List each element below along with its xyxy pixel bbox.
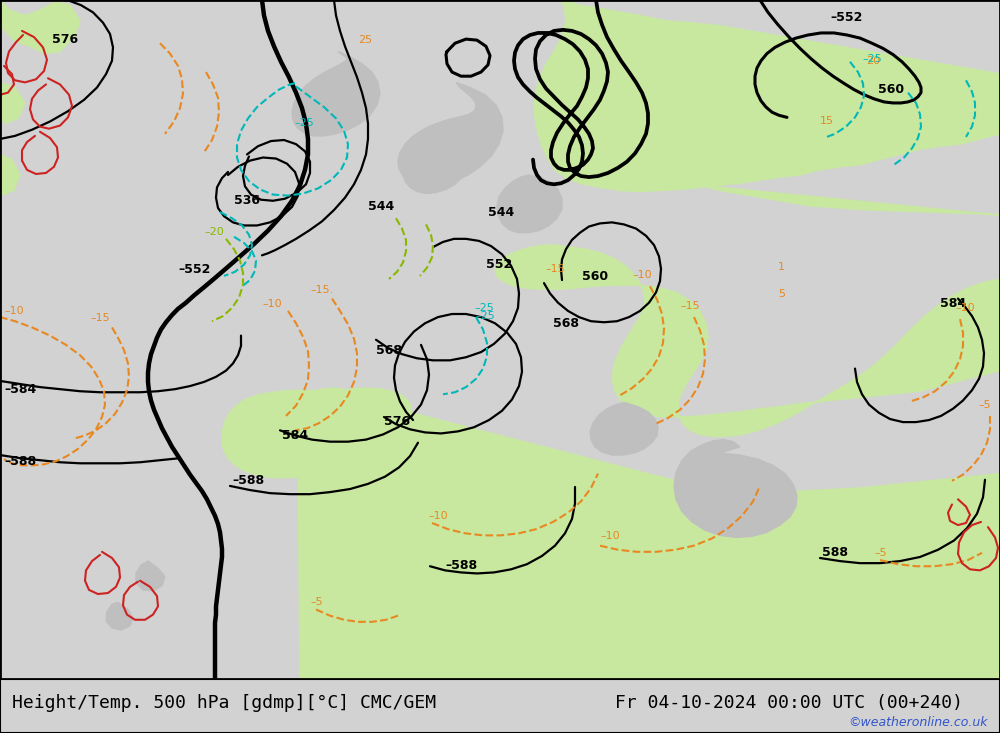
Text: 584: 584: [940, 297, 966, 310]
Polygon shape: [403, 134, 466, 194]
Text: –10: –10: [4, 306, 24, 316]
Text: –25: –25: [475, 311, 495, 321]
Text: 584: 584: [282, 429, 308, 441]
Text: Fr 04-10-2024 00:00 UTC (00+240): Fr 04-10-2024 00:00 UTC (00+240): [615, 694, 963, 712]
Text: 552: 552: [486, 258, 512, 270]
Text: –10: –10: [600, 531, 620, 542]
Polygon shape: [106, 603, 133, 630]
Polygon shape: [222, 388, 1000, 679]
Polygon shape: [295, 397, 400, 679]
Polygon shape: [0, 155, 20, 196]
Text: 536: 536: [234, 194, 260, 207]
Polygon shape: [0, 82, 25, 124]
Text: 5: 5: [778, 289, 785, 298]
Text: 544: 544: [488, 206, 514, 219]
Text: –25: –25: [862, 54, 882, 64]
Text: –20: –20: [204, 226, 224, 237]
Text: –25: –25: [474, 303, 494, 313]
Text: 544: 544: [368, 200, 394, 213]
Polygon shape: [398, 82, 503, 185]
Polygon shape: [0, 0, 80, 54]
Polygon shape: [497, 175, 562, 232]
Text: 20: 20: [866, 56, 880, 66]
Text: –15: –15: [90, 313, 110, 323]
Polygon shape: [495, 185, 1000, 437]
Text: –10: –10: [632, 270, 652, 280]
Text: 560: 560: [582, 270, 608, 283]
Text: –588: –588: [445, 559, 477, 572]
Text: –5: –5: [310, 597, 323, 608]
Text: 588: 588: [822, 546, 848, 559]
Text: –15: –15: [545, 264, 565, 274]
Text: –588: –588: [4, 455, 36, 468]
Text: –552: –552: [178, 263, 210, 276]
Polygon shape: [292, 51, 380, 136]
Text: 560: 560: [878, 83, 904, 96]
Text: –15: –15: [680, 301, 700, 311]
Text: 15: 15: [820, 116, 834, 125]
Text: Height/Temp. 500 hPa [gdmp][°C] CMC/GEM: Height/Temp. 500 hPa [gdmp][°C] CMC/GEM: [12, 694, 436, 712]
Text: 1: 1: [778, 262, 785, 272]
Text: ©weatheronline.co.uk: ©weatheronline.co.uk: [848, 715, 988, 729]
Text: 576: 576: [52, 33, 78, 46]
Text: –5: –5: [978, 399, 991, 410]
Text: –10: –10: [955, 303, 975, 313]
Text: –10: –10: [428, 511, 448, 521]
Text: –25: –25: [294, 117, 314, 128]
Text: –584: –584: [4, 383, 36, 397]
Polygon shape: [674, 440, 797, 537]
Text: –15.: –15.: [310, 285, 333, 295]
Text: –5: –5: [874, 548, 887, 558]
Text: –552: –552: [830, 10, 862, 23]
Text: 25: 25: [358, 35, 372, 45]
Polygon shape: [590, 402, 658, 455]
Text: 576: 576: [384, 415, 410, 428]
Text: –588: –588: [232, 474, 264, 487]
Text: –10: –10: [262, 299, 282, 309]
Polygon shape: [136, 561, 165, 591]
Text: 568: 568: [553, 317, 579, 331]
Text: 568: 568: [376, 345, 402, 357]
Polygon shape: [534, 0, 1000, 191]
